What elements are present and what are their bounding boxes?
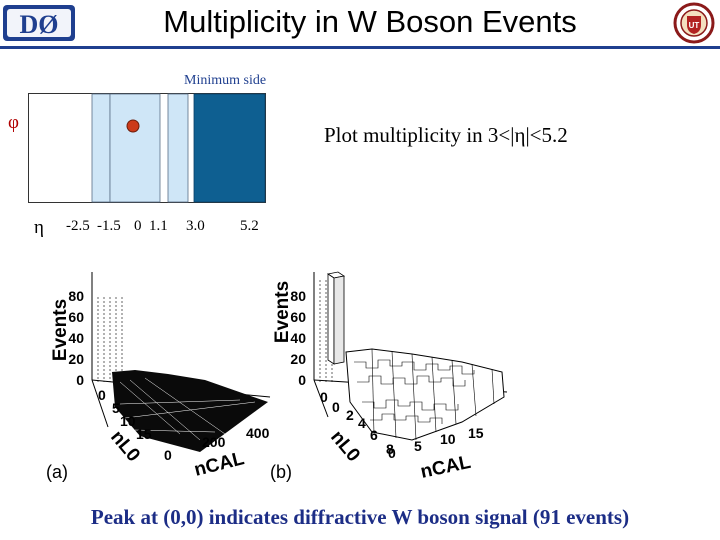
plot-b-z-tick: 0 [298, 372, 306, 388]
plot-a-z-tick: 80 [68, 288, 84, 304]
eta-tick-2: -1.5 [97, 218, 121, 234]
plot-a-y-tick: 10 [120, 413, 136, 429]
eta-tick-5: 3.0 [186, 218, 205, 234]
plot-a-x-tick: 200 [202, 434, 226, 450]
header-rule [0, 46, 720, 49]
plot-b-z-label: Events [272, 281, 293, 343]
plot-b-x-label: nCAL [419, 452, 473, 483]
plot-b-y-tick: 8 [386, 441, 394, 457]
plot-b-y-tick: 6 [370, 427, 378, 443]
plot-b-y-tick: 0 [332, 399, 340, 415]
d0-logo-text: DØ [20, 10, 59, 39]
plot-a-surface: Events 0 20 40 60 80 0 5 10 15 nL0 0 200… [46, 272, 271, 482]
eta-tick-6: 5.2 [240, 218, 259, 234]
eta-tick-1: -2.5 [66, 218, 90, 234]
plot-b-peak-bar [326, 271, 346, 365]
plot-b-x-tick: 5 [414, 438, 422, 454]
plot-b-z-tick: 20 [290, 351, 306, 367]
plot-b-y-label: nL0 [326, 427, 364, 466]
calorimeter-regions [91, 93, 266, 203]
plot-a-z-label: Events [50, 299, 71, 361]
plot-a-z-tick: 40 [68, 330, 84, 346]
plot-b-lego: Events 0 20 40 60 80 0 0 2 4 6 8 nL0 0 5… [270, 271, 508, 483]
plot-b-z-tick: 40 [290, 330, 306, 346]
multiplicity-note: Plot multiplicity in 3<|η|<5.2 [324, 123, 568, 147]
plot-b-y-tick: 0 [320, 389, 328, 405]
plot-a-z-tick: 20 [68, 351, 84, 367]
plot-a-y-tick: 5 [112, 400, 120, 416]
plot-b-lego-bins [345, 348, 505, 441]
plot-a-mesh-lines [119, 377, 256, 441]
d0-logo: DØ [3, 5, 75, 41]
slide-caption: Peak at (0,0) indicates diffractive W bo… [90, 505, 630, 529]
phi-axis-label: φ [8, 112, 19, 133]
w-boson-marker [126, 119, 140, 133]
plot-a-y-tick: 15 [136, 426, 152, 442]
plot-a-zgrid [97, 297, 123, 382]
plot-a-z-tick: 60 [68, 309, 84, 325]
eta-tick-4: 1.1 [149, 218, 168, 234]
plot-a-x-tick: 0 [164, 447, 172, 463]
plot-b-z-tick: 80 [290, 288, 306, 304]
plot-b-panel-label: (b) [270, 462, 292, 482]
seal-text: UT [689, 21, 700, 30]
plot-a-x-tick: 400 [246, 425, 270, 441]
plot-a-panel-label: (a) [46, 462, 68, 482]
plot-b-x-tick: 0 [388, 445, 396, 461]
plot-a-surface-mesh [112, 370, 268, 452]
plot-b-y-tick: 4 [358, 415, 366, 431]
eta-tick-3: 0 [134, 218, 142, 234]
plot-b-x-tick: 15 [468, 425, 484, 441]
plot-b-lego-grid [354, 348, 495, 441]
plot-a-z-tick: 0 [76, 372, 84, 388]
plot-a-x-label: nCAL [192, 448, 247, 481]
eta-axis-label: η [34, 217, 44, 238]
university-seal-logo: UT [673, 2, 715, 44]
plot-b-x-tick: 10 [440, 431, 456, 447]
slide-title: Multiplicity in W Boson Events [163, 4, 577, 39]
plot-b-y-tick: 2 [346, 407, 354, 423]
minimum-side-label: Minimum side [184, 73, 267, 88]
plot-b-z-tick: 60 [290, 309, 306, 325]
plot-a-y-tick: 0 [98, 387, 106, 403]
